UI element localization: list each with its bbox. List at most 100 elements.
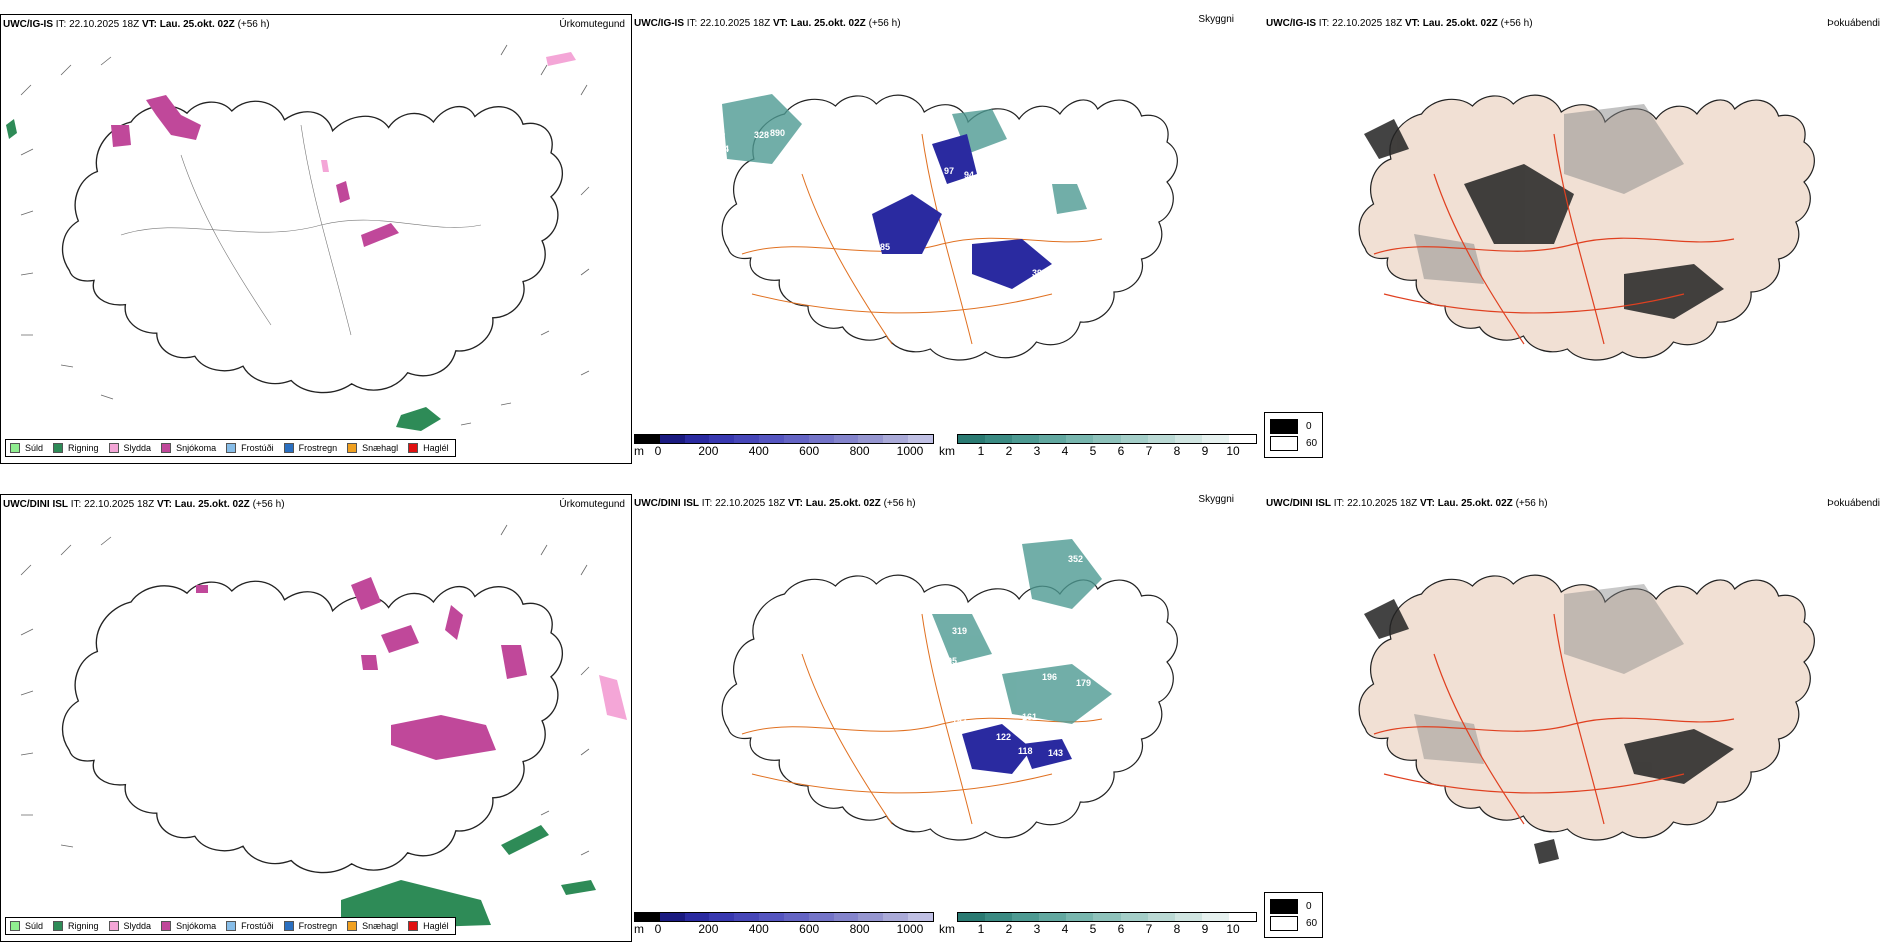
snow-areas	[196, 577, 527, 760]
fog-swatch	[1270, 899, 1298, 914]
panel-visibility-bottom: UWC/DINI ISL IT: 22.10.2025 18Z VT: Lau.…	[632, 494, 1262, 942]
colorbar-segment	[759, 913, 784, 921]
legend-swatch	[283, 921, 294, 931]
roads	[741, 133, 1103, 345]
cloud-base-label: 80	[878, 256, 888, 266]
visibility-colorbar: 1 2 3 4 5 6 7 8 9 10 km	[939, 912, 1257, 936]
cloud-base-labels: 352 287 118 319 195 468 196 179 313 134 …	[894, 554, 1141, 878]
colorbar-segment	[1228, 913, 1257, 921]
panel-precip-type-top: UWC/IG-IS IT: 22.10.2025 18Z VT: Lau. 25…	[0, 14, 632, 464]
legend-item: Frostregn	[283, 921, 337, 931]
legend-item: Slydda	[108, 921, 151, 931]
colorbar-segment	[684, 913, 710, 921]
legend-item: Haglél	[408, 921, 449, 931]
legend-item: Snæhagl	[347, 443, 398, 453]
colorbar-segment	[684, 435, 710, 443]
colorbar-segment	[833, 435, 859, 443]
cloud-base-label: 287	[1088, 594, 1103, 604]
cloud-base-label: 258	[1062, 760, 1077, 770]
colorbar-tick: 4	[1061, 444, 1069, 458]
colorbar-tick: 5	[1089, 922, 1097, 936]
wind-barbs	[20, 44, 590, 426]
visibility-map: 352 287 118 319 195 468 196 179 313 134 …	[721, 539, 1178, 878]
colorbar-segment	[808, 435, 834, 443]
colorbar-tick: 6	[1117, 922, 1125, 936]
slydda-areas	[321, 52, 576, 172]
legend-swatch	[226, 443, 237, 453]
colorbar-segment	[1147, 913, 1175, 921]
cloud-base-label: 195	[942, 656, 957, 666]
field-name: Skyggni	[1198, 14, 1234, 25]
legend-swatch	[347, 921, 358, 931]
colorbar-tick: 10	[1226, 922, 1240, 936]
colorbar-segment	[783, 913, 809, 921]
colorbar-segment	[908, 435, 933, 443]
legend-swatch	[10, 443, 20, 453]
colorbar-segment	[709, 435, 735, 443]
legend-item: Slydda	[108, 443, 151, 453]
colorbar-tick: 200	[698, 444, 719, 458]
colorbar-segment	[709, 913, 735, 921]
colorbar-tick: 9	[1201, 922, 1209, 936]
colorbar-segment	[1201, 435, 1229, 443]
colorbar-tick: 1	[977, 444, 985, 458]
colorbar-segment	[783, 435, 809, 443]
fog-legend-item: 60	[1270, 916, 1317, 931]
rain-areas	[6, 119, 441, 431]
legend-swatch	[108, 921, 119, 931]
colorbar-segment	[1066, 913, 1094, 921]
cloud-base-label: 468	[972, 658, 987, 668]
colorbar-tick: 600	[799, 444, 820, 458]
fog-dark-areas	[1364, 599, 1734, 864]
cloud-base-label: 37	[762, 186, 772, 196]
colorbar-segment	[635, 913, 660, 921]
colorbar-tick: 8	[1173, 444, 1181, 458]
cloud-base-label: 82	[880, 186, 890, 196]
colorbar-segment	[985, 435, 1013, 443]
cloud-base-label: 75	[1018, 226, 1028, 236]
cloud-base-label: 153	[1046, 282, 1061, 292]
panel-title: UWC/DINI ISL IT: 22.10.2025 18Z VT: Lau.…	[3, 499, 285, 510]
colorbar-tick: 0	[654, 922, 662, 936]
cloud-base-label: 169	[1080, 284, 1095, 294]
fog-legend-item: 0	[1270, 419, 1317, 434]
precip-legend: Súld Rigning Slydda Snjókoma Frostúði Fr…	[5, 917, 456, 935]
panel-visibility-top: UWC/IG-IS IT: 22.10.2025 18Z VT: Lau. 25…	[632, 14, 1262, 464]
colorbar-tick: 5	[1089, 444, 1097, 458]
visibility-map: 154 174 328 890 97 82 37 18 94 160 104 9…	[710, 94, 1178, 361]
colorbar-segment	[808, 913, 834, 921]
legend-swatch	[408, 921, 419, 931]
fog-swatch	[1270, 419, 1298, 434]
cloud-base-label: 395	[1032, 268, 1047, 278]
colorbar-tick: 0	[654, 444, 662, 458]
cloud-base-label: 118	[1018, 746, 1033, 756]
cloud-base-label: 43	[1122, 236, 1132, 246]
legend-item: Rigning	[53, 921, 99, 931]
colorbar-tick: 6	[1117, 444, 1125, 458]
field-name: Þokuábendi	[1827, 18, 1880, 29]
legend-swatch	[53, 443, 64, 453]
legend-item: Rigning	[53, 443, 99, 453]
colorbar-tick: 200	[698, 922, 719, 936]
fog-legend: 0 60	[1264, 412, 1324, 458]
colorbar-tick: 600	[799, 922, 820, 936]
cloud-base-label: 160	[990, 186, 1005, 196]
cloud-base-label: 344	[1070, 742, 1085, 752]
colorbar-tick: 400	[748, 922, 769, 936]
legend-swatch	[10, 921, 20, 931]
cloud-base-label: 85	[880, 242, 890, 252]
cloud-base-label: 118	[1126, 638, 1141, 648]
roads	[741, 613, 1103, 825]
cloud-base-label: 319	[952, 626, 967, 636]
colorbar-tick: 3	[1033, 444, 1041, 458]
low-cloud-areas	[872, 134, 1052, 289]
cloud-base-label: 18	[1026, 282, 1036, 292]
fog-visibility-areas	[932, 539, 1112, 724]
colorbar-segment	[985, 913, 1013, 921]
colorbar-segment	[1120, 913, 1148, 921]
colorbar-segment	[1093, 913, 1121, 921]
panel-fog-index-top: UWC/IG-IS IT: 22.10.2025 18Z VT: Lau. 25…	[1264, 14, 1900, 464]
colorbar-tick: 1000	[896, 444, 924, 458]
colorbar-tick: 400	[748, 444, 769, 458]
colorbar-tick: 1000	[896, 922, 924, 936]
